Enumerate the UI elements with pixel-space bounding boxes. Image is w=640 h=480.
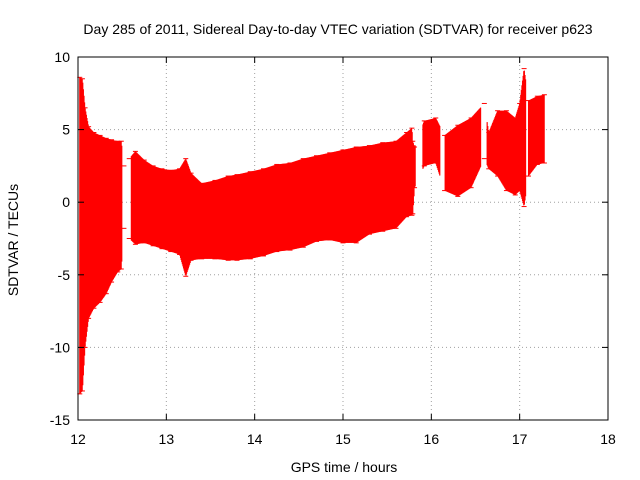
y-tick-label: 0 <box>62 194 70 210</box>
y-tick-label: -5 <box>58 267 71 283</box>
plot-frame <box>77 56 609 421</box>
x-tick-label: 15 <box>335 431 351 447</box>
y-tick-label: -10 <box>50 339 70 355</box>
y-tick-label: 5 <box>62 122 70 138</box>
x-tick-label: 14 <box>247 431 263 447</box>
y-axis-label: SDTVAR / TECUs <box>5 184 21 296</box>
x-tick-label: 13 <box>159 431 175 447</box>
y-tick-label: 10 <box>54 49 70 65</box>
x-tick-label: 12 <box>70 431 86 447</box>
x-axis-label: GPS time / hours <box>291 459 398 475</box>
y-tick-label: -15 <box>50 412 70 428</box>
x-tick-label: 18 <box>600 431 616 447</box>
x-tick-label: 17 <box>512 431 528 447</box>
data-layer <box>77 68 547 395</box>
axes: 12 13 14 15 16 17 18 10 5 0 -5 -10 -15 <box>50 49 616 447</box>
chart-title: Day 285 of 2011, Sidereal Day-to-day VTE… <box>83 21 592 37</box>
series-SDTVAR <box>77 68 547 395</box>
x-tick-label: 16 <box>424 431 440 447</box>
